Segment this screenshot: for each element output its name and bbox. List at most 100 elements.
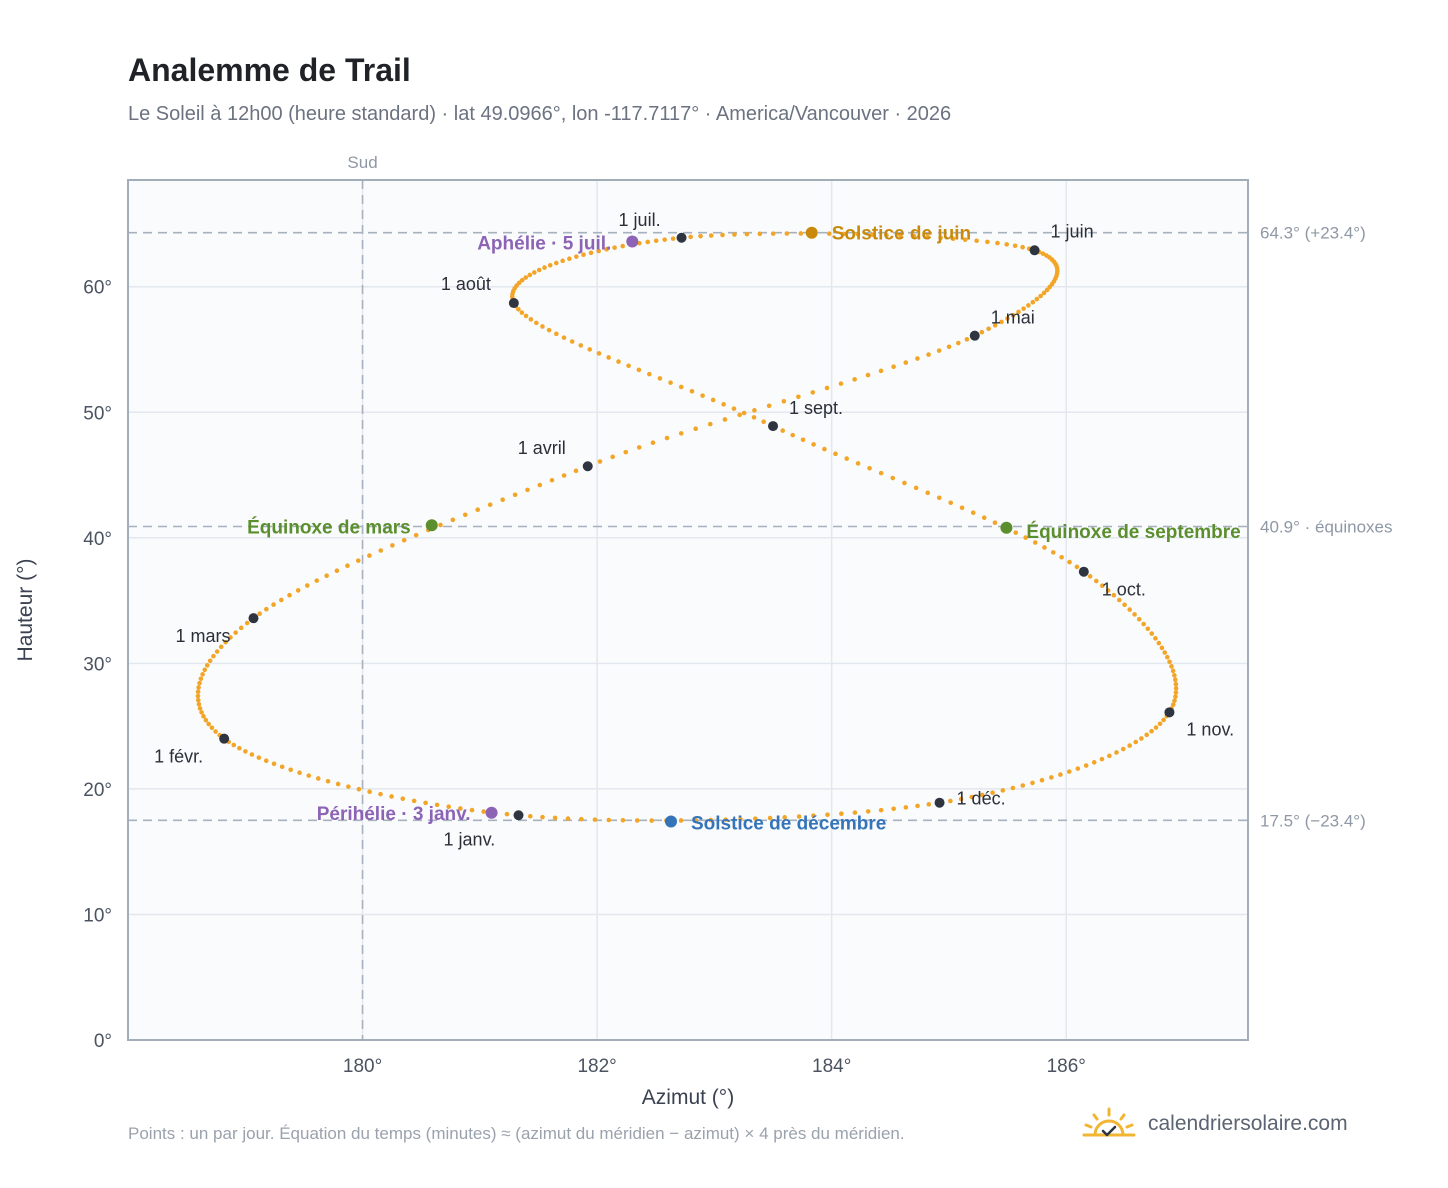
trail-point [592, 817, 598, 822]
month-marker [1164, 707, 1175, 718]
x-tick-label: 186° [1047, 1056, 1086, 1077]
brand[interactable]: calendriersolaire.com [1082, 1104, 1348, 1144]
trail-point [288, 767, 294, 773]
trail-point [238, 625, 244, 631]
trail-point [1016, 309, 1021, 315]
trail-point [1020, 783, 1026, 788]
month-marker [248, 613, 259, 624]
trail-point [1049, 775, 1054, 780]
trail-point [540, 814, 545, 820]
trail-point [784, 231, 790, 236]
trail-point [263, 758, 269, 764]
trail-point [612, 245, 617, 250]
trail-point [345, 563, 350, 569]
equinox-marker [425, 519, 438, 532]
apsis-label: Périhélie · 3 janv. [317, 804, 471, 825]
trail-point [1059, 554, 1064, 560]
trail-point [197, 706, 203, 711]
trail-point [1133, 739, 1139, 745]
trail-point [653, 238, 659, 244]
x-tick-label: 182° [577, 1056, 616, 1077]
trail-point [1020, 244, 1025, 250]
trail-point [606, 355, 611, 360]
trail-point [1132, 612, 1137, 617]
trail-point [948, 500, 954, 506]
month-label: 1 nov. [1186, 719, 1234, 739]
trail-point [956, 340, 961, 346]
trail-point [636, 445, 642, 450]
trail-point [400, 796, 406, 802]
month-label: 1 déc. [957, 789, 1006, 809]
trail-point [244, 620, 250, 626]
trail-point [969, 794, 975, 800]
trail-point [731, 406, 737, 411]
trail-point [378, 548, 384, 553]
trail-point [926, 802, 932, 807]
trail-point [200, 672, 205, 677]
trail-point [662, 237, 667, 242]
trail-point [1039, 777, 1045, 783]
trail-point [1156, 640, 1162, 646]
trail-point [878, 807, 884, 813]
trail-point [636, 367, 642, 373]
trail-point [1149, 728, 1154, 734]
plot-frame [127, 179, 1249, 1041]
trail-point [670, 236, 676, 241]
trail-point [1153, 636, 1158, 641]
month-label: 1 janv. [444, 829, 496, 849]
trail-point [948, 798, 953, 804]
trail-point [992, 520, 998, 525]
trail-point [986, 326, 991, 332]
month-marker [219, 733, 230, 744]
reference-line-label: 17.5° (−23.4°) [1260, 811, 1366, 830]
south-label: Sud [347, 153, 377, 172]
trail-point [587, 347, 593, 352]
trail-point [567, 256, 572, 262]
trail-point [839, 811, 844, 816]
trail-point [604, 246, 609, 252]
trail-point [1075, 766, 1081, 771]
trail-point [1105, 588, 1111, 593]
trail-point [623, 449, 629, 455]
trail-point [707, 421, 713, 427]
trail-point [335, 781, 341, 787]
trail-point [199, 710, 204, 715]
footnote: Points : un par jour. Équation du temps … [128, 1124, 905, 1143]
month-label: 1 mars [175, 626, 230, 646]
trail-point [1136, 616, 1142, 622]
trail-point [1127, 607, 1132, 612]
trail-point [588, 250, 594, 256]
trail-point [1162, 650, 1168, 655]
trail-point [650, 440, 656, 446]
trail-point [950, 236, 956, 242]
trail-point [203, 717, 209, 723]
trail-point [844, 456, 850, 461]
trail-point [1127, 743, 1132, 748]
trail-point [1099, 756, 1105, 762]
trail-point [852, 377, 857, 382]
trail-point [798, 231, 804, 236]
trail-point [722, 417, 728, 422]
trail-point [325, 778, 331, 784]
trail-point [1169, 664, 1174, 669]
month-marker [508, 298, 519, 309]
trail-point [228, 635, 233, 640]
trail-point [800, 437, 806, 443]
trail-point [537, 482, 543, 488]
x-tick-label: 184° [812, 1056, 851, 1077]
trail-point [256, 755, 262, 760]
trail-point [824, 385, 830, 391]
trail-point [1170, 668, 1176, 674]
trail-point [1159, 645, 1165, 651]
trail-point [523, 313, 529, 319]
trail-point [620, 243, 626, 249]
trail-point [911, 234, 917, 239]
trail-point [1000, 788, 1006, 793]
trail-point [314, 578, 320, 583]
trail-point [833, 451, 838, 457]
trail-point [693, 817, 699, 823]
trail-point [678, 818, 684, 823]
trail-point [925, 490, 931, 496]
trail-point [279, 764, 285, 770]
